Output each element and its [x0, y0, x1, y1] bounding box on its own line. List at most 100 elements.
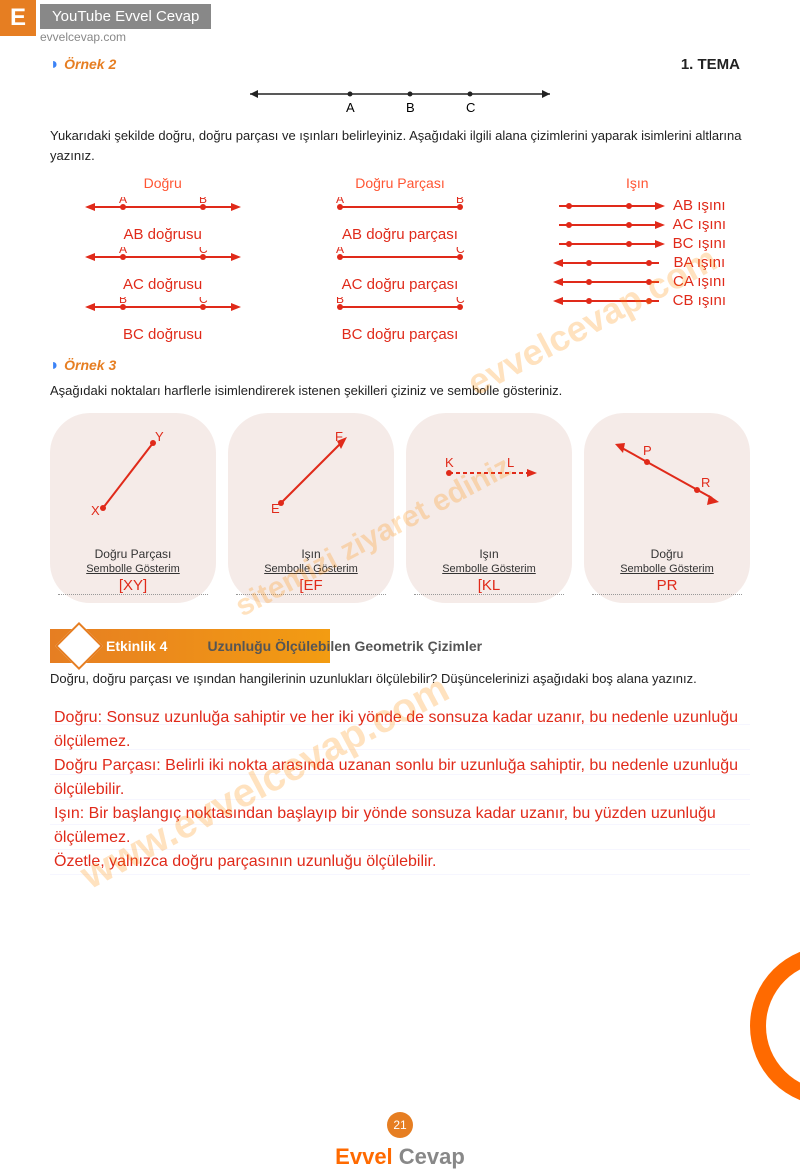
svg-text:E: E: [271, 501, 280, 516]
svg-text:B: B: [199, 197, 207, 206]
corner-decoration: [750, 946, 800, 1106]
box-answer: [KL: [414, 577, 564, 595]
page-number: 21: [387, 1112, 413, 1138]
svg-text:X: X: [91, 503, 100, 518]
svg-text:F: F: [335, 429, 343, 444]
col-isin: Işın AB ışını AC ışını BC ışını: [525, 175, 750, 347]
svg-text:C: C: [199, 247, 208, 256]
isin-name: BA ışını: [673, 254, 725, 271]
shape-box-0: YX Doğru Parçası Sembolle Gösterim [XY]: [50, 413, 216, 603]
dogru-item-1: AC AC doğrusu: [50, 247, 275, 293]
answer-line: Doğru: Sonsuz uzunluğa sahiptir ve her i…: [54, 706, 746, 754]
svg-text:L: L: [507, 455, 514, 470]
parca-item-0: AB AB doğru parçası: [287, 197, 512, 243]
svg-text:A: A: [336, 197, 344, 206]
etkinlik-icon: [55, 621, 103, 669]
box-answer: [EF: [236, 577, 386, 595]
isin-item-2: BC ışını: [525, 235, 750, 252]
box-type: Doğru Parçası: [58, 547, 208, 561]
ornek2-label: Örnek 2: [64, 56, 116, 72]
shape-box-2: KL Işın Sembolle Gösterim [KL: [406, 413, 572, 603]
channel-name: YouTube Evvel Cevap: [40, 4, 211, 29]
ornek3-label: Örnek 3: [64, 357, 116, 373]
parca-name-0: AB doğru parçası: [287, 226, 512, 243]
shape-figure: PR: [592, 423, 742, 523]
answer-line: Özetle, yalnızca doğru parçasının uzunlu…: [54, 850, 746, 874]
parca-name-2: BC doğru parçası: [287, 326, 512, 343]
etkinlik-label: Etkinlik 4: [106, 638, 167, 654]
bullet-icon: ◗: [50, 357, 60, 374]
box-sem-label: Sembolle Gösterim: [58, 563, 208, 575]
box-type: Doğru: [592, 547, 742, 561]
col-dogru-title: Doğru: [50, 175, 275, 191]
dogru-name-0: AB doğrusu: [50, 226, 275, 243]
svg-text:C: C: [456, 297, 465, 306]
box-type: Işın: [236, 547, 386, 561]
svg-text:B: B: [336, 297, 344, 306]
col-dogru: Doğru AB AB doğrusu AC AC doğrusu BC BC …: [50, 175, 275, 347]
parca-name-1: AC doğru parçası: [287, 276, 512, 293]
etkinlik-title: Uzunluğu Ölçülebilen Geometrik Çizimler: [207, 638, 482, 654]
parca-item-1: A C AC doğru parçası: [287, 247, 512, 293]
footer-logo: Evvel Cevap: [335, 1144, 465, 1170]
footer-part1: Evvel: [335, 1144, 393, 1169]
svg-text:P: P: [643, 443, 652, 458]
parca-item-2: B C BC doğru parçası: [287, 297, 512, 343]
shape-box-3: PR Doğru Sembolle Gösterim PR: [584, 413, 750, 603]
line-abc-figure: A B C: [50, 80, 750, 120]
svg-text:A: A: [119, 197, 127, 206]
isin-name: BC ışını: [673, 235, 726, 252]
box-answer: [XY]: [58, 577, 208, 595]
svg-text:A: A: [346, 100, 355, 115]
svg-text:R: R: [701, 475, 710, 490]
svg-text:K: K: [445, 455, 454, 470]
etkinlik-header: Etkinlik 4 Uzunluğu Ölçülebilen Geometri…: [50, 629, 750, 663]
dogru-item-0: A B AB doğrusu: [50, 197, 275, 243]
dogru-item-2: BC BC doğrusu: [50, 297, 275, 343]
bullet-icon: ◗: [50, 56, 60, 73]
isin-item-1: AC ışını: [525, 216, 750, 233]
isin-item-3: BA ışını: [525, 254, 750, 271]
box-answer: PR: [592, 577, 742, 595]
dogru-name-1: AC doğrusu: [50, 276, 275, 293]
box-sem-label: Sembolle Gösterim: [414, 563, 564, 575]
isin-name: CB ışını: [673, 292, 726, 309]
site-url: evvelcevap.com: [40, 30, 126, 44]
shape-boxes-row: YX Doğru Parçası Sembolle Gösterim [XY] …: [50, 413, 750, 603]
isin-item-4: CA ışını: [525, 273, 750, 290]
isin-name: AB ışını: [673, 197, 726, 214]
col-parca-title: Doğru Parçası: [287, 175, 512, 191]
footer-part2: Cevap: [393, 1144, 465, 1169]
ornek2-instruction: Yukarıdaki şekilde doğru, doğru parçası …: [50, 126, 750, 165]
answer-line: Işın: Bir başlangıç noktasından başlayıp…: [54, 802, 746, 850]
svg-text:B: B: [406, 100, 415, 115]
shape-figure: YX: [58, 423, 208, 523]
isin-name: AC ışını: [673, 216, 726, 233]
box-type: Işın: [414, 547, 564, 561]
svg-text:Y: Y: [155, 429, 164, 444]
shape-box-1: FE Işın Sembolle Gösterim [EF: [228, 413, 394, 603]
ornek3-instruction: Aşağıdaki noktaları harflerle isimlendir…: [50, 381, 750, 401]
svg-text:B: B: [119, 297, 127, 306]
box-sem-label: Sembolle Gösterim: [236, 563, 386, 575]
isin-name: CA ışını: [673, 273, 726, 290]
col-parca: Doğru Parçası AB AB doğru parçası AC AC …: [287, 175, 512, 347]
shape-figure: KL: [414, 423, 564, 523]
tema-label: 1. TEMA: [681, 56, 740, 73]
svg-text:A: A: [336, 247, 344, 256]
shape-figure: FE: [236, 423, 386, 523]
dogru-name-2: BC doğrusu: [50, 326, 275, 343]
svg-text:C: C: [456, 247, 465, 256]
logo-badge: E: [0, 0, 36, 36]
svg-text:C: C: [466, 100, 475, 115]
answer-line: Doğru Parçası: Belirli iki nokta arasınd…: [54, 754, 746, 802]
col-isin-title: Işın: [525, 175, 750, 191]
box-sem-label: Sembolle Gösterim: [592, 563, 742, 575]
isin-item-5: CB ışını: [525, 292, 750, 309]
three-columns: Doğru AB AB doğrusu AC AC doğrusu BC BC …: [50, 175, 750, 347]
etkinlik-question: Doğru, doğru parçası ve ışından hangiler…: [50, 669, 750, 689]
isin-item-0: AB ışını: [525, 197, 750, 214]
ornek-2-section: ◗ Örnek 2 A B C Yukarıdaki şekilde doğru…: [50, 56, 750, 347]
etkinlik-answer: Doğru: Sonsuz uzunluğa sahiptir ve her i…: [50, 700, 750, 880]
ornek-3-section: ◗ Örnek 3 Aşağıdaki noktaları harflerle …: [50, 357, 750, 603]
